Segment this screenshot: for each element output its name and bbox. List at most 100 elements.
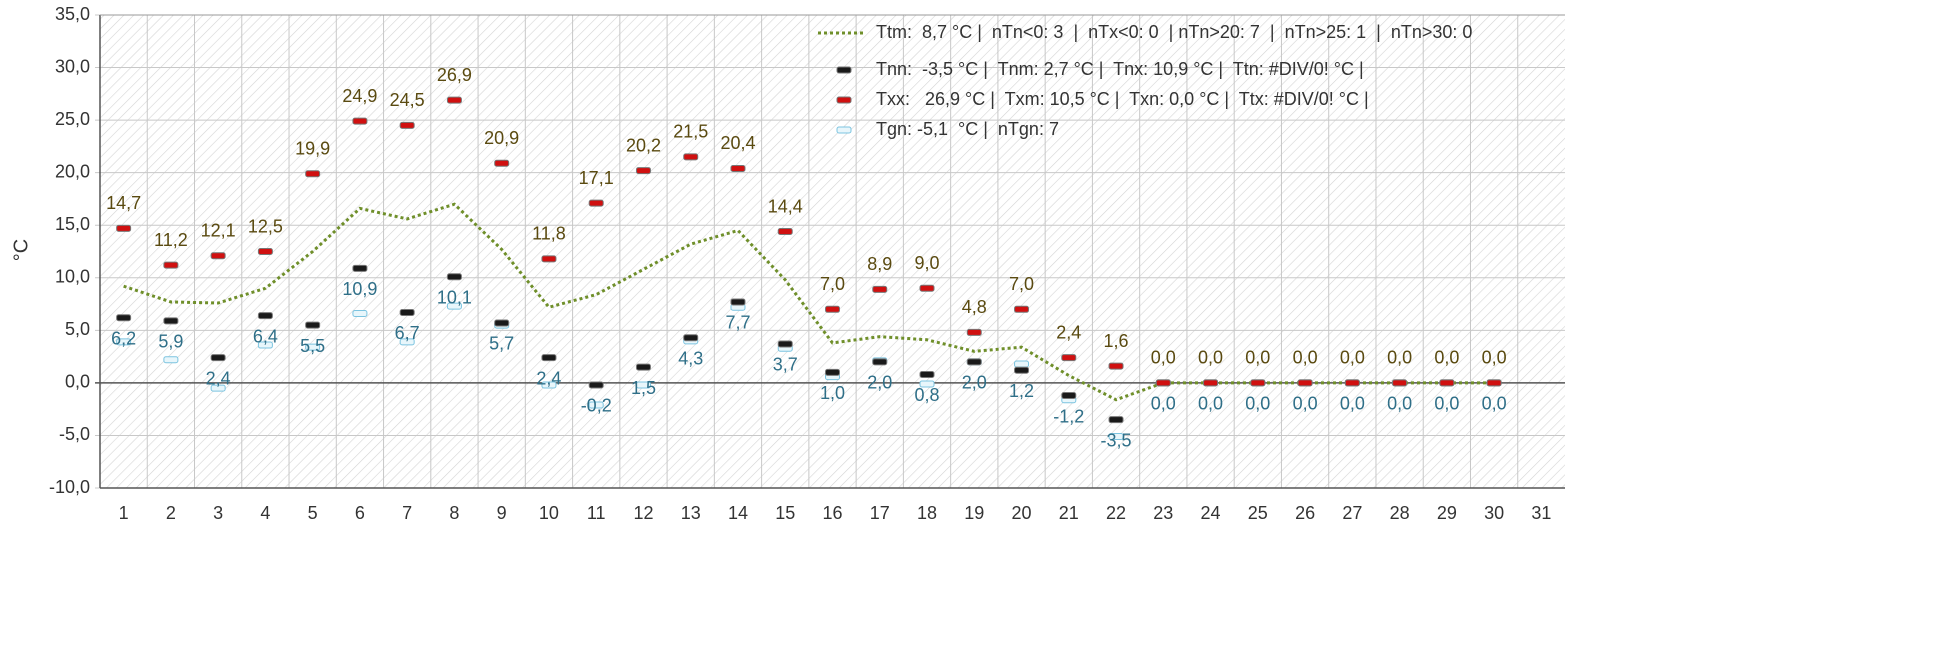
point-marker bbox=[305, 321, 321, 329]
point-marker bbox=[588, 381, 604, 389]
data-label: 0,0 bbox=[1293, 394, 1318, 414]
point-marker bbox=[210, 384, 226, 392]
x-tick-label: 24 bbox=[1201, 503, 1221, 523]
y-tick-label: 0,0 bbox=[65, 372, 90, 392]
data-label: 8,9 bbox=[867, 254, 892, 274]
x-tick-label: 22 bbox=[1106, 503, 1126, 523]
x-tick-label: 19 bbox=[964, 503, 984, 523]
data-label: 26,9 bbox=[437, 65, 472, 85]
x-tick-label: 2 bbox=[166, 503, 176, 523]
point-marker bbox=[163, 261, 179, 269]
point-marker bbox=[1203, 379, 1219, 387]
point-marker bbox=[494, 159, 510, 167]
data-label: 7,0 bbox=[1009, 274, 1034, 294]
point-marker bbox=[777, 228, 793, 236]
y-tick-label: 15,0 bbox=[55, 214, 90, 234]
y-tick-label: 30,0 bbox=[55, 56, 90, 76]
data-label: 2,0 bbox=[962, 373, 987, 393]
data-label: 10,9 bbox=[342, 279, 377, 299]
legend-symbol bbox=[836, 126, 852, 134]
point-marker bbox=[163, 356, 179, 364]
data-label: 19,9 bbox=[295, 138, 330, 158]
point-marker bbox=[1108, 416, 1124, 424]
data-label: 7,0 bbox=[820, 274, 845, 294]
legend-label: Txx: 26,9 °C | Txm: 10,5 °C | Txn: 0,0 °… bbox=[876, 89, 1369, 109]
data-label: 20,2 bbox=[626, 135, 661, 155]
data-label: 4,8 bbox=[962, 297, 987, 317]
point-marker bbox=[257, 341, 273, 349]
data-label: 11,8 bbox=[532, 224, 566, 244]
y-tick-label: 10,0 bbox=[55, 267, 90, 287]
point-marker bbox=[1014, 366, 1030, 374]
x-tick-label: 28 bbox=[1390, 503, 1410, 523]
legend-label: Tnn: -3,5 °C | Tnm: 2,7 °C | Tnx: 10,9 °… bbox=[876, 59, 1364, 79]
data-label: 1,2 bbox=[1009, 381, 1034, 401]
point-marker bbox=[1250, 379, 1266, 387]
point-marker bbox=[683, 153, 699, 161]
data-label: 5,9 bbox=[158, 332, 183, 352]
point-marker bbox=[352, 264, 368, 272]
point-marker bbox=[352, 117, 368, 125]
line bbox=[123, 202, 1495, 402]
point-marker bbox=[1392, 379, 1408, 387]
data-label: 0,0 bbox=[1151, 394, 1176, 414]
point-marker bbox=[116, 224, 132, 232]
data-label: 12,1 bbox=[201, 220, 236, 240]
point-marker bbox=[919, 380, 935, 388]
point-marker bbox=[116, 314, 132, 322]
x-tick-label: 11 bbox=[587, 503, 606, 523]
point-marker bbox=[588, 199, 604, 207]
data-label: 0,0 bbox=[1387, 348, 1412, 368]
point-marker bbox=[163, 317, 179, 325]
data-label: 2,4 bbox=[536, 368, 561, 388]
point-marker bbox=[210, 354, 226, 362]
x-tick-label: 20 bbox=[1012, 503, 1032, 523]
x-tick-label: 6 bbox=[355, 503, 365, 523]
x-tick-label: 8 bbox=[449, 503, 459, 523]
x-tick-label: 26 bbox=[1295, 503, 1315, 523]
y-tick-label: -10,0 bbox=[49, 477, 90, 497]
x-tick-label: 7 bbox=[402, 503, 412, 523]
x-tick-label: 27 bbox=[1342, 503, 1362, 523]
point-marker bbox=[446, 96, 462, 104]
point-marker bbox=[683, 334, 699, 342]
data-label: 9,0 bbox=[915, 253, 940, 273]
x-tick-label: 25 bbox=[1248, 503, 1268, 523]
data-label: 1,0 bbox=[820, 383, 845, 403]
data-label: 17,1 bbox=[579, 168, 614, 188]
point-marker bbox=[1344, 379, 1360, 387]
point-marker bbox=[825, 368, 840, 376]
x-tick-label: 1 bbox=[119, 503, 129, 523]
data-label: 0,0 bbox=[1245, 394, 1270, 414]
data-label: 0,8 bbox=[915, 385, 940, 405]
y-tick-label: 35,0 bbox=[55, 4, 90, 24]
data-label: 3,7 bbox=[773, 355, 798, 375]
point-marker bbox=[399, 338, 415, 346]
data-label: 0,0 bbox=[1198, 348, 1223, 368]
point-marker bbox=[446, 302, 462, 310]
point-marker bbox=[730, 164, 746, 172]
plot-background bbox=[100, 15, 1565, 488]
x-tick-label: 10 bbox=[539, 503, 559, 523]
point-marker bbox=[635, 381, 651, 389]
x-tick-label: 12 bbox=[633, 503, 653, 523]
data-label: 0,0 bbox=[1434, 348, 1459, 368]
point-marker bbox=[541, 354, 557, 362]
point-marker bbox=[1108, 362, 1124, 370]
data-label: 1,6 bbox=[1104, 331, 1129, 351]
x-tick-label: 31 bbox=[1531, 503, 1551, 523]
point-marker bbox=[1439, 379, 1455, 387]
y-tick-label: 5,0 bbox=[65, 319, 90, 339]
y-axis-label: °C bbox=[10, 239, 32, 261]
legend-label: Tgn: -5,1 °C | nTgn: 7 bbox=[876, 119, 1059, 139]
y-tick-label: 20,0 bbox=[55, 161, 90, 181]
x-tick-label: 16 bbox=[822, 503, 842, 523]
y-tick-label: -5,0 bbox=[59, 424, 90, 444]
point-marker bbox=[730, 298, 746, 306]
data-label: 21,5 bbox=[673, 122, 708, 142]
legend-label: Ttm: 8,7 °C | nTn<0: 3 | nTx<0: 0 | nTn>… bbox=[876, 22, 1472, 42]
point-marker bbox=[257, 312, 273, 320]
point-marker bbox=[1155, 379, 1171, 387]
data-label: 12,5 bbox=[248, 216, 283, 236]
